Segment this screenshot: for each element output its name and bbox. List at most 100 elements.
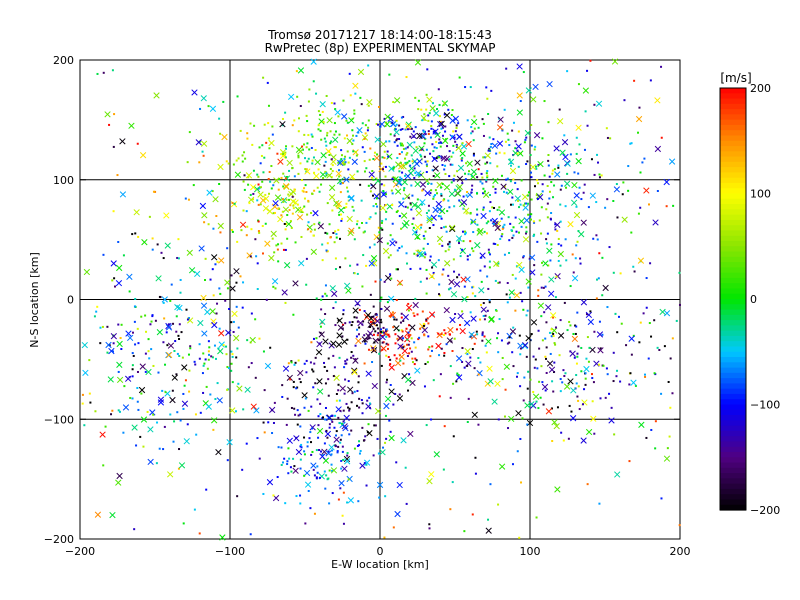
data-point (425, 318, 428, 321)
data-point-x (459, 327, 466, 335)
data-point (396, 249, 399, 252)
data-point (304, 522, 307, 525)
data-point (569, 324, 572, 327)
data-point (535, 516, 538, 519)
data-point (324, 160, 327, 163)
data-point (303, 143, 306, 146)
data-point-x (126, 273, 133, 280)
data-point (303, 450, 306, 453)
data-point (514, 147, 517, 150)
data-point (399, 142, 402, 145)
data-point (117, 370, 120, 373)
data-point-x (292, 280, 299, 287)
data-point (546, 216, 549, 219)
data-point (480, 256, 483, 259)
data-point (545, 321, 548, 324)
data-point (298, 377, 301, 380)
data-point (312, 468, 315, 471)
data-point (385, 193, 388, 196)
data-point (384, 175, 387, 178)
data-point (339, 191, 342, 194)
data-point (381, 228, 384, 231)
data-point (327, 378, 330, 381)
data-point (363, 160, 366, 163)
data-point (280, 176, 283, 179)
data-point-x (608, 417, 615, 424)
data-point (405, 327, 408, 330)
data-point-x (379, 204, 387, 212)
data-point (129, 396, 132, 399)
data-point (147, 338, 150, 341)
data-point (416, 237, 419, 240)
data-point (423, 256, 426, 259)
data-point (144, 370, 147, 373)
data-point (347, 196, 350, 199)
data-point (425, 212, 428, 215)
colorbar-segment (720, 409, 746, 416)
data-point (437, 88, 440, 91)
data-point (113, 113, 116, 116)
data-point-x (200, 95, 207, 102)
data-point (351, 177, 354, 180)
data-point (219, 132, 222, 135)
data-point (218, 287, 221, 290)
data-point-x (156, 329, 163, 336)
data-point (606, 136, 609, 139)
data-point (288, 169, 291, 172)
data-point-x (161, 296, 168, 303)
data-point-x (176, 304, 183, 312)
data-point (399, 283, 402, 286)
data-point-x (272, 200, 279, 207)
data-point (378, 496, 381, 499)
data-point (435, 147, 438, 150)
data-point (413, 252, 416, 255)
data-point (574, 324, 577, 327)
data-point (167, 323, 170, 326)
data-point (529, 154, 532, 157)
data-point (331, 420, 334, 423)
data-point (346, 121, 349, 124)
data-point (610, 406, 613, 409)
data-point-x (448, 190, 456, 198)
data-point (448, 245, 451, 248)
data-point (327, 394, 330, 397)
data-point (119, 337, 122, 340)
data-point-x (338, 480, 345, 487)
data-point (544, 355, 547, 358)
data-point (96, 305, 99, 308)
data-point (399, 161, 402, 164)
data-point (162, 301, 165, 304)
data-point (420, 203, 423, 206)
data-point-x (343, 176, 350, 183)
data-point (389, 254, 392, 257)
data-point (591, 377, 594, 380)
data-point-x (521, 193, 529, 201)
data-point (391, 192, 394, 195)
data-point (257, 220, 260, 223)
data-point (550, 328, 553, 331)
data-point (183, 384, 186, 387)
data-point (317, 110, 320, 113)
data-point (391, 238, 394, 241)
data-point (290, 470, 293, 473)
data-point (440, 127, 443, 130)
data-point (131, 352, 134, 355)
data-point (405, 502, 408, 505)
data-point (410, 208, 413, 211)
data-point-x (590, 415, 597, 422)
data-point (159, 296, 162, 299)
data-point (152, 190, 155, 193)
data-point-x (516, 63, 523, 70)
data-point (282, 185, 285, 188)
data-point-x (439, 207, 446, 215)
data-point (324, 487, 327, 490)
data-point (177, 238, 180, 241)
data-point-x (589, 192, 596, 199)
data-point (565, 259, 568, 262)
colorbar-segment (720, 367, 746, 374)
data-point-x (524, 129, 532, 137)
data-point (193, 360, 196, 363)
data-point (406, 146, 409, 149)
data-point (402, 148, 405, 151)
data-point (134, 343, 137, 346)
